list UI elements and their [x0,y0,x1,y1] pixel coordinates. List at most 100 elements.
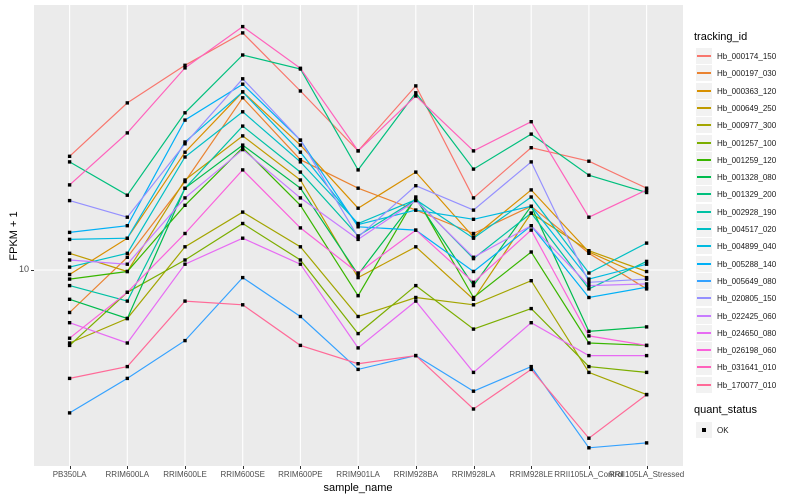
data-point-marker [356,367,360,372]
legend-key-swatch [696,272,712,289]
x-tick-mark [646,466,648,469]
x-tick-label-RRIM600PE: RRIM600PE [278,470,323,479]
data-point-marker [125,341,129,345]
x-tick-label-RRII105LA_Control: RRII105LA_Control [554,470,624,479]
data-point-marker [183,63,187,67]
data-point-marker [356,294,360,298]
plot-panel [34,5,683,466]
data-point-marker [241,147,245,152]
data-point-marker [183,196,187,200]
data-point-marker [241,77,245,81]
legend-key-swatch [696,290,712,307]
data-point-marker [587,283,591,288]
data-point-marker [414,91,418,95]
data-point-marker [529,188,533,192]
legend-item-label: Hb_005649_080 [717,276,777,286]
data-point-marker [67,343,72,348]
legend-key-swatch [696,307,712,324]
x-tick-mark [185,466,186,469]
data-point-marker [67,272,72,277]
legend-key-swatch [696,117,712,134]
data-point-marker [529,195,533,199]
legend-line-icon [697,176,711,179]
data-point-marker [644,259,649,264]
data-point-marker [587,329,591,334]
data-point-marker [356,362,360,366]
legend-line-icon [697,262,711,265]
legend-item-label: Hb_004899_040 [717,242,777,252]
data-point-marker [67,230,72,235]
data-point-marker [587,173,591,177]
data-point-marker [125,131,129,135]
legend-item-label: Hb_000649_250 [717,103,777,113]
data-point-marker [356,225,360,229]
legend-key-swatch [696,359,712,376]
data-point-marker [183,66,187,70]
data-point-marker [471,208,476,212]
legend-item-label: OK [717,426,729,435]
data-point-marker [241,168,245,172]
data-point-marker [241,110,245,114]
data-point-marker [529,364,533,369]
legend-key-swatch [696,324,712,341]
data-point-marker [414,184,418,188]
data-point-marker [644,262,649,266]
legend-item-label: Hb_002928_190 [717,207,777,217]
data-point-marker [529,146,533,150]
data-point-marker [587,364,591,369]
data-point-marker [298,89,303,93]
x-tick-label-RRIM928LE: RRIM928LE [509,470,553,479]
data-point-marker [644,287,649,291]
data-point-marker [471,295,476,300]
data-point-marker [356,271,360,275]
legend-line-icon [697,279,711,282]
data-point-marker [644,190,649,195]
data-point-marker [125,299,129,303]
legend-line-icon [697,228,711,230]
legend-item-label: Hb_020805_150 [717,294,777,304]
data-point-marker [587,271,591,275]
data-point-marker [529,211,533,215]
data-point-marker [414,245,418,249]
data-point-marker [183,338,187,343]
data-point-marker [183,186,187,190]
data-point-marker [241,31,245,35]
data-point-marker [644,277,649,281]
y-tick-mark [31,270,34,271]
data-point-marker [471,255,476,259]
data-point-marker [414,208,418,212]
data-point-marker [644,353,649,358]
legend-item-label: Hb_000174_150 [717,52,777,61]
data-point-marker [587,215,591,219]
data-point-marker [125,262,129,266]
legend-line-icon [697,349,711,352]
data-point-marker [644,392,649,397]
data-point-marker [298,66,303,70]
data-point-marker [241,24,245,29]
data-point-marker [587,287,591,291]
data-point-marker [183,142,187,146]
data-point-marker [471,283,476,288]
legend-key-swatch [696,48,712,64]
legend-title-quant-status: quant_status [694,404,757,416]
data-point-marker [356,235,360,239]
data-point-marker [471,149,476,153]
data-point-marker [125,224,129,228]
legend-item-label: Hb_004517_020 [717,225,777,234]
legend-key-swatch [696,221,712,237]
data-point-marker [67,154,72,158]
data-point-marker [125,215,129,219]
data-point-marker [529,120,533,124]
x-tick-mark [127,466,129,469]
x-tick-mark [358,466,360,469]
data-point-marker [298,138,303,142]
data-point-marker [241,134,245,138]
data-point-marker [529,132,533,136]
data-point-marker [298,170,303,174]
data-point-marker [644,343,649,348]
data-point-marker [183,258,187,262]
data-point-marker [644,441,649,445]
x-tick-mark [300,466,302,469]
data-point-marker [471,370,476,375]
legend-item-label: Hb_000197_030 [717,69,777,79]
